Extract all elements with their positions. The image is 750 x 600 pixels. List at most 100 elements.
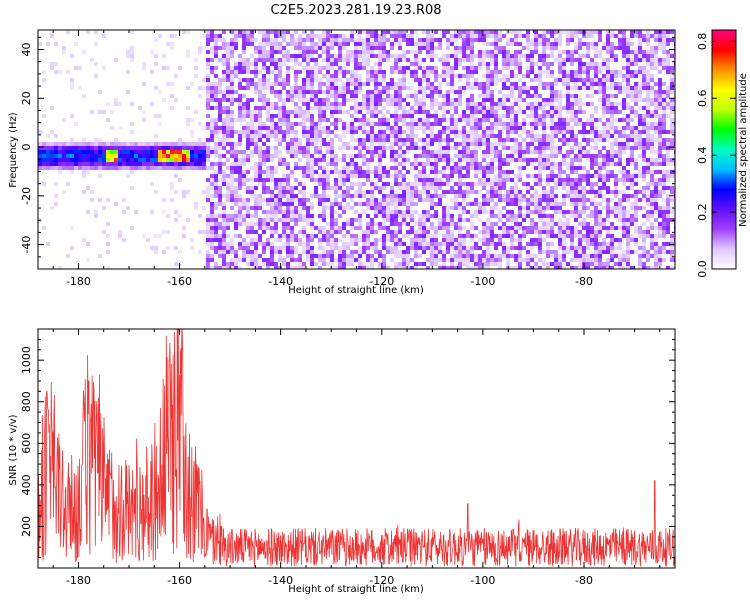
- spectrogram-cell: [378, 190, 382, 194]
- spectrogram-cell: [526, 254, 530, 258]
- spectrogram-cell: [170, 182, 174, 186]
- spectrogram-cell: [262, 246, 266, 250]
- spectrogram-cell: [586, 50, 590, 54]
- spectrogram-cell: [214, 170, 218, 174]
- spectrogram-cell: [474, 214, 478, 218]
- spectrogram-cell: [246, 106, 250, 110]
- spectrogram-cell: [482, 182, 486, 186]
- spectrogram-cell: [422, 162, 426, 166]
- spectrogram-cell: [394, 234, 398, 238]
- spectrogram-cell: [334, 202, 338, 206]
- spectrogram-cell: [218, 226, 222, 230]
- spectrogram-cell: [578, 102, 582, 106]
- spectrogram-cell: [254, 58, 258, 62]
- spectrogram-cell: [562, 158, 566, 162]
- spectrogram-cell: [582, 82, 586, 86]
- spectrogram-cell: [374, 258, 378, 262]
- spectrogram-cell: [214, 106, 218, 110]
- spectrogram-cell: [550, 130, 554, 134]
- spectrogram-cell: [534, 198, 538, 202]
- spectrogram-cell: [618, 118, 622, 122]
- spectrogram-cell: [306, 58, 310, 62]
- spectrogram-cell: [270, 246, 274, 250]
- spectrogram-cell: [538, 166, 542, 170]
- spectrogram-cell: [610, 206, 614, 210]
- spectrogram-cell: [182, 162, 186, 166]
- spectrogram-cell: [466, 150, 470, 154]
- spectrogram-cell: [222, 194, 226, 198]
- spectrogram-cell: [434, 258, 438, 262]
- spectrogram-cell: [366, 166, 370, 170]
- spectrogram-cell: [398, 42, 402, 46]
- spectrogram-cell: [322, 58, 326, 62]
- spectrogram-cell: [242, 118, 246, 122]
- spectrogram-cell: [582, 166, 586, 170]
- spectrogram-cell: [170, 42, 174, 46]
- spectrogram-cell: [318, 154, 322, 158]
- spectrogram-cell: [510, 30, 514, 34]
- spectrogram-cell: [250, 238, 254, 242]
- spectrogram-cell: [378, 38, 382, 42]
- spectrogram-cell: [574, 182, 578, 186]
- spectrogram-cell: [362, 50, 366, 54]
- spectrogram-cell: [298, 214, 302, 218]
- spectrogram-cell: [334, 58, 338, 62]
- spectrogram-cell: [454, 254, 458, 258]
- spectrogram-cell: [482, 38, 486, 42]
- spectrogram-cell: [394, 266, 398, 269]
- spectrogram-cell: [82, 238, 86, 242]
- spectrogram-cell: [402, 214, 406, 218]
- spectrogram-cell: [374, 94, 378, 98]
- spectrogram-cell: [246, 210, 250, 214]
- spectrogram-cell: [266, 130, 270, 134]
- spectrogram-cell: [550, 230, 554, 234]
- spectrogram-cell: [586, 102, 590, 106]
- spectrogram-cell: [542, 138, 546, 142]
- spectrogram-cell: [598, 222, 602, 226]
- spectrogram-cell: [470, 66, 474, 70]
- spectrogram-cell: [482, 114, 486, 118]
- spectrogram-cell: [402, 58, 406, 62]
- spectrogram-cell: [354, 170, 358, 174]
- spectrogram-cell: [286, 218, 290, 222]
- spectrogram-cell: [494, 66, 498, 70]
- spectrogram-cell: [210, 34, 214, 38]
- spectrogram-cell: [362, 154, 366, 158]
- spectrogram-cell: [598, 50, 602, 54]
- spectrogram-cell: [534, 182, 538, 186]
- spectrogram-cell: [586, 226, 590, 230]
- spectrogram-cell: [386, 170, 390, 174]
- spectrogram-cell: [490, 42, 494, 46]
- spectrogram-cell: [62, 158, 66, 162]
- spectrogram-cell: [286, 110, 290, 114]
- spectrogram-cell: [406, 134, 410, 138]
- spectrogram-cell: [394, 206, 398, 210]
- spectrogram-cell: [254, 74, 258, 78]
- spectrogram-cell: [570, 190, 574, 194]
- spectrogram-cell: [374, 106, 378, 110]
- spectrogram-cell: [450, 222, 454, 226]
- spectrogram-cell: [490, 62, 494, 66]
- spectrogram-cell: [570, 114, 574, 118]
- spectrogram-cell: [278, 218, 282, 222]
- spectrogram-cell: [318, 98, 322, 102]
- spectrogram-cell: [294, 218, 298, 222]
- spectrogram-cell: [566, 154, 570, 158]
- spectrogram-cell: [398, 82, 402, 86]
- spectrogram-cell: [534, 90, 538, 94]
- spectrogram-cell: [546, 222, 550, 226]
- spectrogram-cell: [198, 158, 202, 162]
- spectrogram-cell: [534, 34, 538, 38]
- spectrogram-cell: [258, 222, 262, 226]
- spectrogram-cell: [406, 94, 410, 98]
- spectrogram-cell: [290, 174, 294, 178]
- spectrogram-cell: [550, 218, 554, 222]
- spectrogram-cell: [442, 30, 446, 34]
- spectrogram-cell: [122, 154, 126, 158]
- spectrogram-cell: [598, 54, 602, 58]
- spectrogram-cell: [462, 218, 466, 222]
- spectrogram-cell: [90, 158, 94, 162]
- spectrogram-cell: [418, 118, 422, 122]
- spectrogram-cell: [358, 226, 362, 230]
- spectrogram-cell: [550, 110, 554, 114]
